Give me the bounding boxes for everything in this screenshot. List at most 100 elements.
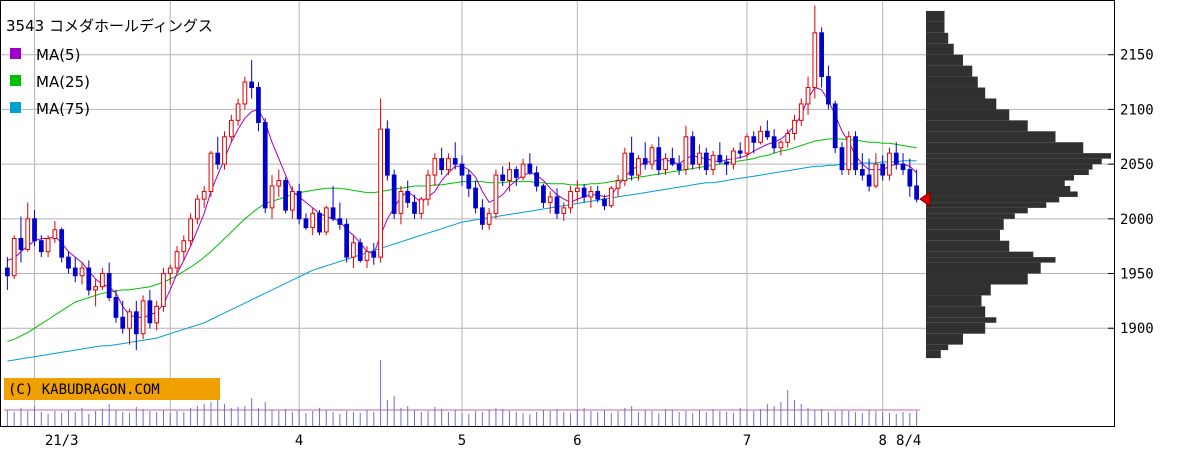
candle-body [805, 87, 811, 105]
candle [751, 131, 757, 154]
profile-bar [926, 120, 1028, 132]
candle-body [72, 267, 78, 277]
candle-body [242, 81, 248, 105]
candle-body [486, 212, 492, 225]
profile-bar [926, 142, 1084, 154]
candle-body [893, 152, 899, 165]
candle-body [527, 163, 533, 174]
candle-body [568, 190, 573, 209]
candle-body [764, 130, 770, 138]
candle-body [574, 187, 580, 192]
candle-body [351, 242, 356, 258]
candle-body [724, 161, 729, 165]
candle-body [439, 158, 445, 171]
candle [636, 155, 641, 181]
profile-bar [926, 191, 1078, 197]
candle [771, 129, 777, 154]
candle [364, 246, 370, 269]
candle-body [547, 196, 553, 203]
candle [588, 186, 594, 208]
candle [195, 194, 200, 225]
candle-body [663, 158, 668, 171]
candle [106, 262, 112, 301]
candle [914, 169, 919, 203]
candle-body [622, 152, 628, 182]
candle-body [771, 136, 777, 149]
candle [405, 180, 411, 208]
watermark-background [4, 378, 220, 400]
candle-body [541, 185, 546, 203]
candle-body [11, 238, 17, 277]
candle-body [676, 163, 682, 171]
y-tick-label: 2150 [1120, 48, 1154, 64]
profile-bar [926, 262, 1041, 274]
candle-body [636, 158, 641, 176]
candle [127, 308, 132, 345]
profile-bar [926, 202, 1047, 208]
candle-body [384, 128, 390, 176]
profile-bar [926, 284, 991, 296]
candle [384, 120, 390, 181]
candle-body [127, 311, 132, 329]
candle-body [737, 150, 743, 154]
candle-body [317, 212, 322, 233]
y-tick-label: 1950 [1120, 267, 1154, 283]
candle-body [751, 136, 757, 143]
candle-body [215, 152, 221, 165]
candle-body [269, 185, 275, 209]
candle [262, 118, 268, 214]
candle-body [669, 158, 675, 165]
candle-body [378, 128, 383, 258]
candle [344, 218, 350, 263]
candle [174, 246, 180, 274]
candle-body [479, 207, 485, 225]
candle [778, 140, 784, 156]
candle [731, 147, 736, 170]
candle [574, 180, 580, 203]
profile-bar [926, 218, 1004, 230]
candle-body [717, 154, 723, 163]
profile-bar [926, 344, 949, 351]
candle-body [161, 273, 166, 307]
candle-body [629, 152, 634, 176]
profile-bar [926, 207, 1028, 214]
candle [208, 150, 214, 197]
profile-bar [926, 164, 1093, 170]
candle [357, 238, 363, 263]
candle-body [500, 174, 506, 182]
candle-body [5, 267, 10, 277]
profile-bar [926, 251, 1034, 258]
candle-body [459, 163, 465, 176]
candle-body [473, 187, 478, 209]
profile-bar [926, 21, 945, 33]
watermark-text: (C) KABUDRAGON.COM [8, 382, 160, 398]
candle-body [534, 172, 540, 187]
candle [764, 120, 770, 141]
candle [479, 199, 485, 230]
candle [595, 186, 601, 203]
candle [534, 166, 540, 192]
candle [507, 161, 512, 192]
legend-label-ma5: MA(5) [36, 46, 80, 64]
candle-body [561, 207, 567, 214]
candle [744, 133, 750, 159]
profile-bar [926, 213, 1015, 219]
candle [303, 213, 309, 230]
candle-body [201, 190, 207, 200]
candle-body [507, 169, 512, 182]
candle [398, 186, 404, 225]
profile-bar [926, 87, 986, 99]
candle-body [303, 218, 309, 229]
candle-body [656, 147, 662, 171]
candle [452, 142, 458, 170]
candle-body [595, 190, 601, 200]
profile-bar [926, 54, 963, 66]
candle-body [907, 169, 913, 187]
candle [222, 131, 227, 170]
candle [710, 150, 716, 176]
candle-body [398, 190, 404, 214]
profile-bar [926, 169, 1089, 176]
x-axis-labels: 21/3 4 5 6 7 8 8/4 [45, 433, 922, 449]
candle [669, 147, 675, 167]
candle [826, 65, 831, 110]
